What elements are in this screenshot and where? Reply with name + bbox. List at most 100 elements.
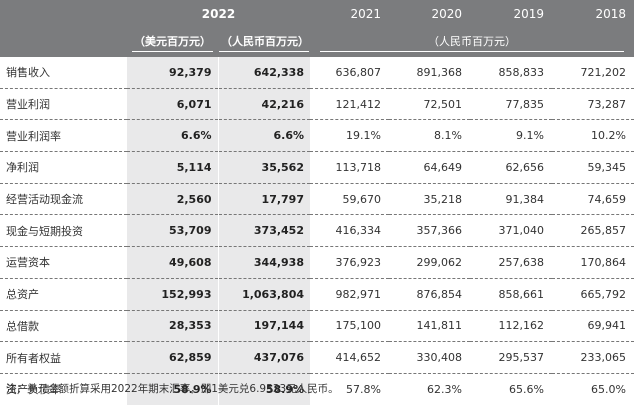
cell-2019: 295,537	[470, 341, 552, 374]
row-label: 净利润	[0, 151, 127, 184]
cell-usd-2022: 28,353	[127, 310, 219, 343]
cell-2021: 414,652	[310, 341, 389, 374]
cell-2020: 35,218	[389, 183, 470, 216]
unit-rmb-other-label: （人民币百万元）	[320, 33, 624, 52]
header-year-2018: 2018	[552, 0, 634, 28]
cell-2018: 73,287	[552, 88, 634, 121]
table-row: 总资产 152,993 1,063,804 982,971 876,854 858,661…	[0, 278, 634, 311]
unit-usd-label: （美元百万元）	[132, 33, 213, 52]
cell-2018: 74,659	[552, 183, 634, 216]
table-row: 营业利润 6,071 42,216 121,412 72,501 77,835 73,287	[0, 88, 634, 121]
cell-2021: 57.8%	[346, 382, 381, 396]
cell-rmb-2022: 17,797	[218, 183, 310, 216]
table-row: 运营资本 49,608 344,938 376,923 299,062 257,638 17…	[0, 246, 634, 279]
cell-2020: 330,408	[389, 341, 470, 374]
cell-2019: 858,833	[470, 57, 552, 89]
footnote: 注：美元金额折算采用2022年期末汇率，即1美元兑6.9533元人民币。	[6, 383, 339, 395]
cell-2018: 65.0%	[591, 382, 626, 396]
cell-rmb-2022: 437,076	[218, 341, 310, 374]
cell-2019: 858,661	[470, 278, 552, 311]
cell-2019: 65.6%	[509, 382, 544, 396]
cell-usd-2022: 152,993	[127, 278, 219, 311]
header-corner-units	[0, 28, 127, 57]
header-unit-usd: （美元百万元）	[127, 28, 218, 57]
unit-rmb-label: （人民币百万元）	[219, 33, 309, 52]
header-corner	[0, 0, 127, 28]
cell-2020: 357,366	[389, 214, 470, 248]
cell-2018: 59,345	[552, 151, 634, 184]
cell-2021: 113,718	[310, 151, 389, 184]
cell-rmb-2022: 642,338	[218, 57, 310, 89]
cell-usd-2022: 92,379	[127, 57, 219, 89]
cell-2021: 175,100	[310, 310, 389, 343]
header-year-2019: 2019	[470, 0, 552, 28]
cell-usd-2022: 62,859	[127, 341, 219, 374]
cell-2020: 141,811	[389, 310, 470, 343]
cell-usd-2022: 58.9%	[127, 373, 219, 405]
cell-rmb-2022: 373,452	[218, 214, 310, 248]
cell-rmb-2022: 42,216	[218, 88, 310, 121]
cell-2019: 62,656	[470, 151, 552, 184]
cell-2018: 265,857	[552, 214, 634, 248]
cell-2020: 299,062	[389, 246, 470, 279]
cell-2021: 59,670	[310, 183, 389, 216]
row-label: 营业利润	[0, 88, 127, 121]
row-label: 现金与短期投资	[0, 214, 127, 248]
cell-usd-2022: 5,114	[127, 151, 219, 184]
row-label: 总资产	[0, 278, 127, 311]
table-header: 2022 2021 2020 2019 2018 （美元百万元） （人民币百万元…	[0, 0, 634, 57]
cell-2020: 62.3%	[427, 382, 462, 396]
table-row: 经营活动现金流 2,560 17,797 59,670 35,218 91,384 74,6…	[0, 183, 634, 216]
row-label: 经营活动现金流	[0, 183, 127, 216]
cell-2021: 416,334	[310, 214, 389, 248]
cell-rmb-2022: 197,144	[218, 310, 310, 343]
table-row: 资产负债率 58.9% 58.9% 57.8% 62.3% 65.6% 65.0%	[0, 373, 634, 405]
cell-2021: 19.1%	[310, 119, 389, 153]
row-label: 所有者权益	[0, 341, 127, 374]
cell-rmb-2022: 344,938	[218, 246, 310, 279]
cell-usd-2022: 2,560	[127, 183, 219, 216]
cell-rmb-2022: 35,562	[218, 151, 310, 184]
cell-2018: 665,792	[552, 278, 634, 311]
cell-2019: 371,040	[470, 214, 552, 248]
header-unit-rmb-other: （人民币百万元）	[310, 28, 634, 57]
table-row: 净利润 5,114 35,562 113,718 64,649 62,656 59,345	[0, 151, 634, 184]
cell-2020: 876,854	[389, 278, 470, 311]
cell-2019: 9.1%	[470, 119, 552, 153]
cell-2018: 233,065	[552, 341, 634, 374]
cell-2020: 891,368	[389, 57, 470, 89]
cell-2020: 64,649	[389, 151, 470, 184]
table-row: 现金与短期投资 53,709 373,452 416,334 357,366 371,04…	[0, 214, 634, 248]
cell-2019: 91,384	[470, 183, 552, 216]
cell-2018: 10.2%	[552, 119, 634, 153]
cell-2019: 112,162	[470, 310, 552, 343]
cell-2021: 636,807	[310, 57, 389, 89]
table-row: 营业利润率 6.6% 6.6% 19.1% 8.1% 9.1% 10.2%	[0, 119, 634, 153]
cell-2018: 170,864	[552, 246, 634, 279]
table-row: 总借款 28,353 197,144 175,100 141,811 112,162 69,…	[0, 310, 634, 343]
header-unit-rmb: （人民币百万元）	[218, 28, 310, 57]
cell-2021: 982,971	[310, 278, 389, 311]
cell-usd-2022: 49,608	[127, 246, 219, 279]
row-label: 运营资本	[0, 246, 127, 279]
cell-2018: 69,941	[552, 310, 634, 343]
cell-usd-2022: 6.6%	[127, 119, 219, 153]
cell-2020: 8.1%	[389, 119, 470, 153]
table-body: 销售收入 92,379 642,338 636,807 891,368 858,833 72…	[0, 57, 634, 405]
cell-rmb-2022: 6.6%	[218, 119, 310, 153]
cell-2020: 72,501	[389, 88, 470, 121]
cell-2018: 721,202	[552, 57, 634, 89]
table-row: 销售收入 92,379 642,338 636,807 891,368 858,833 72…	[0, 57, 634, 89]
cell-usd-2022: 53,709	[127, 214, 219, 248]
header-row-units: （美元百万元） （人民币百万元） （人民币百万元）	[0, 28, 634, 57]
cell-2021: 376,923	[310, 246, 389, 279]
row-label: 营业利润率	[0, 119, 127, 153]
cell-2021: 121,412	[310, 88, 389, 121]
cell-2019: 257,638	[470, 246, 552, 279]
row-label: 销售收入	[0, 57, 127, 89]
cell-2019: 77,835	[470, 88, 552, 121]
header-year-2020: 2020	[389, 0, 470, 28]
table-row: 所有者权益 62,859 437,076 414,652 330,408 295,537 2…	[0, 341, 634, 374]
